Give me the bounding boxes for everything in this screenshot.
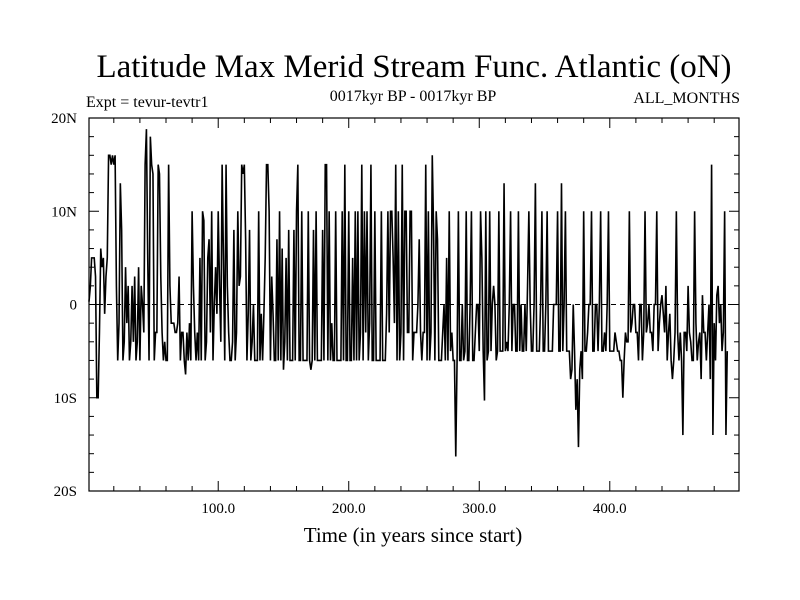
y-tick-label: 10S bbox=[54, 391, 77, 407]
x-tick-label: 300.0 bbox=[462, 501, 496, 517]
y-tick-label: 20N bbox=[51, 111, 77, 127]
subtitle-right: ALL_MONTHS bbox=[633, 90, 740, 107]
y-tick-label: 0 bbox=[70, 298, 78, 314]
chart-title: Latitude Max Merid Stream Func. Atlantic… bbox=[96, 49, 731, 85]
x-tick-label: 400.0 bbox=[593, 501, 627, 517]
x-tick-label: 100.0 bbox=[201, 501, 235, 517]
x-tick-label: 200.0 bbox=[332, 501, 366, 517]
data-series-line bbox=[88, 129, 729, 457]
subtitle-left: Expt = tevur-tevtr1 bbox=[86, 94, 208, 111]
y-tick-label: 20S bbox=[54, 484, 77, 500]
y-tick-label: 10N bbox=[51, 204, 77, 220]
plot-frame bbox=[88, 117, 740, 492]
x-axis-label: Time (in years since start) bbox=[304, 523, 523, 547]
subtitle-center: 0017kyr BP - 0017kyr BP bbox=[330, 88, 497, 105]
